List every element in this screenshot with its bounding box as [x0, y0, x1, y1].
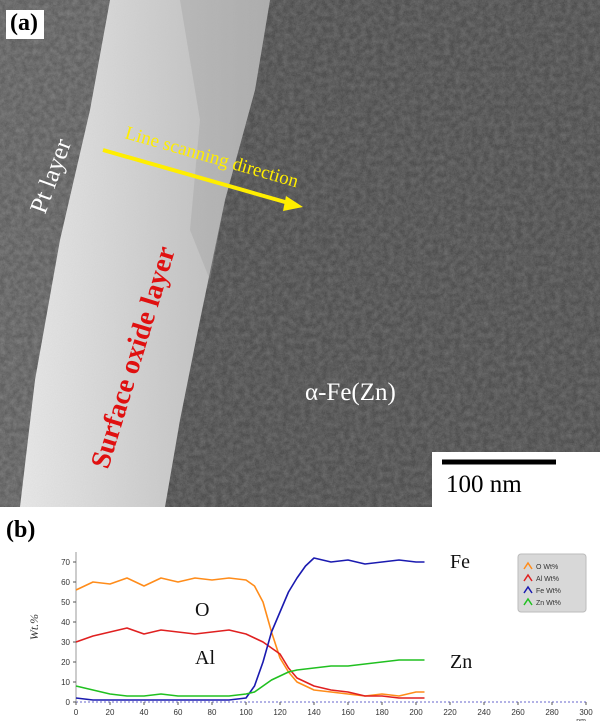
legend-swatch [523, 561, 533, 570]
chart-annotations: Fe O Al Zn [195, 551, 472, 673]
x-tick-label: 0 [74, 708, 79, 717]
x-tick-label: 140 [307, 708, 321, 717]
y-tick-label: 70 [61, 558, 70, 567]
y-tick-label: 50 [61, 598, 70, 607]
series-line-zn [75, 659, 425, 697]
series-line-fe [75, 557, 425, 701]
x-tick-label: 160 [341, 708, 355, 717]
x-tick-label: 80 [208, 708, 217, 717]
x-tick-label: 120 [273, 708, 287, 717]
x-tick-label: 200 [409, 708, 423, 717]
x-axis-unit: nm [576, 718, 586, 721]
substrate-text: α-Fe(Zn) [305, 379, 396, 406]
legend-entry: Zn Wt% [536, 600, 561, 607]
y-tick-label: 0 [66, 698, 71, 707]
panel-a-label: (a) [6, 10, 44, 39]
x-tick-label: 20 [106, 708, 115, 717]
series-line-o [75, 577, 425, 697]
scan-arrow-head [283, 196, 303, 211]
legend-entry: Fe Wt% [536, 588, 561, 595]
series-line-al [75, 627, 425, 699]
annotation-zn: Zn [450, 651, 472, 673]
chart-axes: 0 20 40 60 80 100 120 140 160 180 200 220 240 260 280 3… [27, 552, 593, 721]
x-tick-label: 300 [579, 708, 593, 717]
y-tick-label: 10 [61, 678, 70, 687]
legend-entry: O Wt% [536, 564, 558, 571]
legend-entry: Al Wt% [536, 576, 559, 583]
x-tick-label: 60 [174, 708, 183, 717]
panel-b-label: (b) [6, 517, 36, 543]
tem-micrograph: Pt layer Surface oxide layer Line scanni… [0, 0, 600, 507]
scale-bar-label: 100 nm [446, 471, 522, 498]
x-tick-label: 240 [477, 708, 491, 717]
legend-swatch [523, 597, 533, 606]
chart-legend: O Wt% Al Wt% Fe Wt% Zn Wt% [517, 553, 587, 613]
scan-direction-arrow [102, 148, 293, 206]
legend-box [517, 553, 587, 613]
x-tick-label: 280 [545, 708, 559, 717]
x-tick-label: 260 [511, 708, 525, 717]
y-tick-label: 20 [61, 658, 70, 667]
x-tick-label: 180 [375, 708, 389, 717]
y-tick-label: 30 [61, 638, 70, 647]
annotation-fe: Fe [450, 551, 470, 573]
y-tick-label: 60 [61, 578, 70, 587]
annotation-al: Al [195, 647, 215, 669]
y-tick-label: 40 [61, 618, 70, 627]
legend-swatch [523, 573, 533, 582]
x-tick-label: 100 [239, 708, 253, 717]
chart-series [75, 557, 425, 701]
y-axis-label: Wt.% [27, 614, 41, 640]
x-tick-label: 40 [140, 708, 149, 717]
x-tick-label: 220 [443, 708, 457, 717]
legend-swatch [523, 585, 533, 594]
annotation-o: O [195, 599, 209, 621]
line-scan-chart: 0 20 40 60 80 100 120 140 160 180 200 220 240 260 280 3… [27, 551, 593, 721]
